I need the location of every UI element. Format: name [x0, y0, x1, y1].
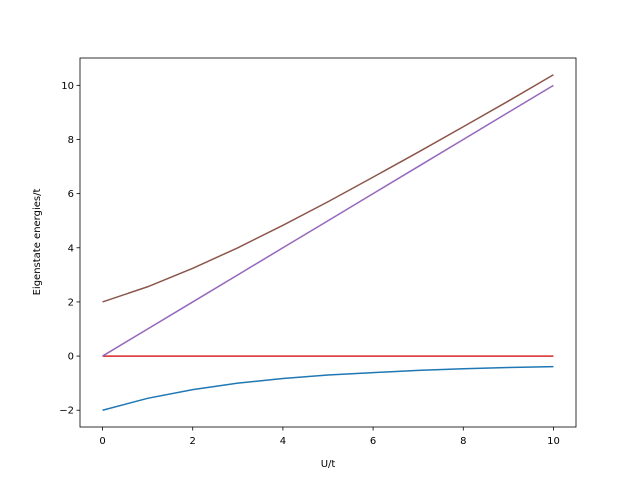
y-tick-label: 6 [68, 189, 74, 200]
x-axis-label: U/t [321, 459, 336, 470]
x-tick-label: 8 [460, 436, 466, 447]
x-tick-label: 2 [190, 436, 196, 447]
y-tick-label: 10 [61, 81, 74, 92]
y-tick-label: 8 [68, 135, 74, 146]
y-tick-label: 2 [68, 297, 74, 308]
series-line [102, 365, 554, 411]
x-tick-label: 4 [280, 436, 286, 447]
series-line [102, 74, 554, 303]
x-tick-label: 10 [547, 436, 560, 447]
y-axis-label: Eigenstate energies/t [32, 189, 43, 296]
x-tick-label: 0 [99, 436, 105, 447]
y-tick-label: −2 [59, 406, 74, 417]
x-tick-label: 6 [370, 436, 376, 447]
plot-frame [79, 57, 577, 428]
y-tick-label: 4 [68, 243, 74, 254]
series-line [102, 84, 554, 357]
y-tick-label: 0 [68, 352, 74, 363]
